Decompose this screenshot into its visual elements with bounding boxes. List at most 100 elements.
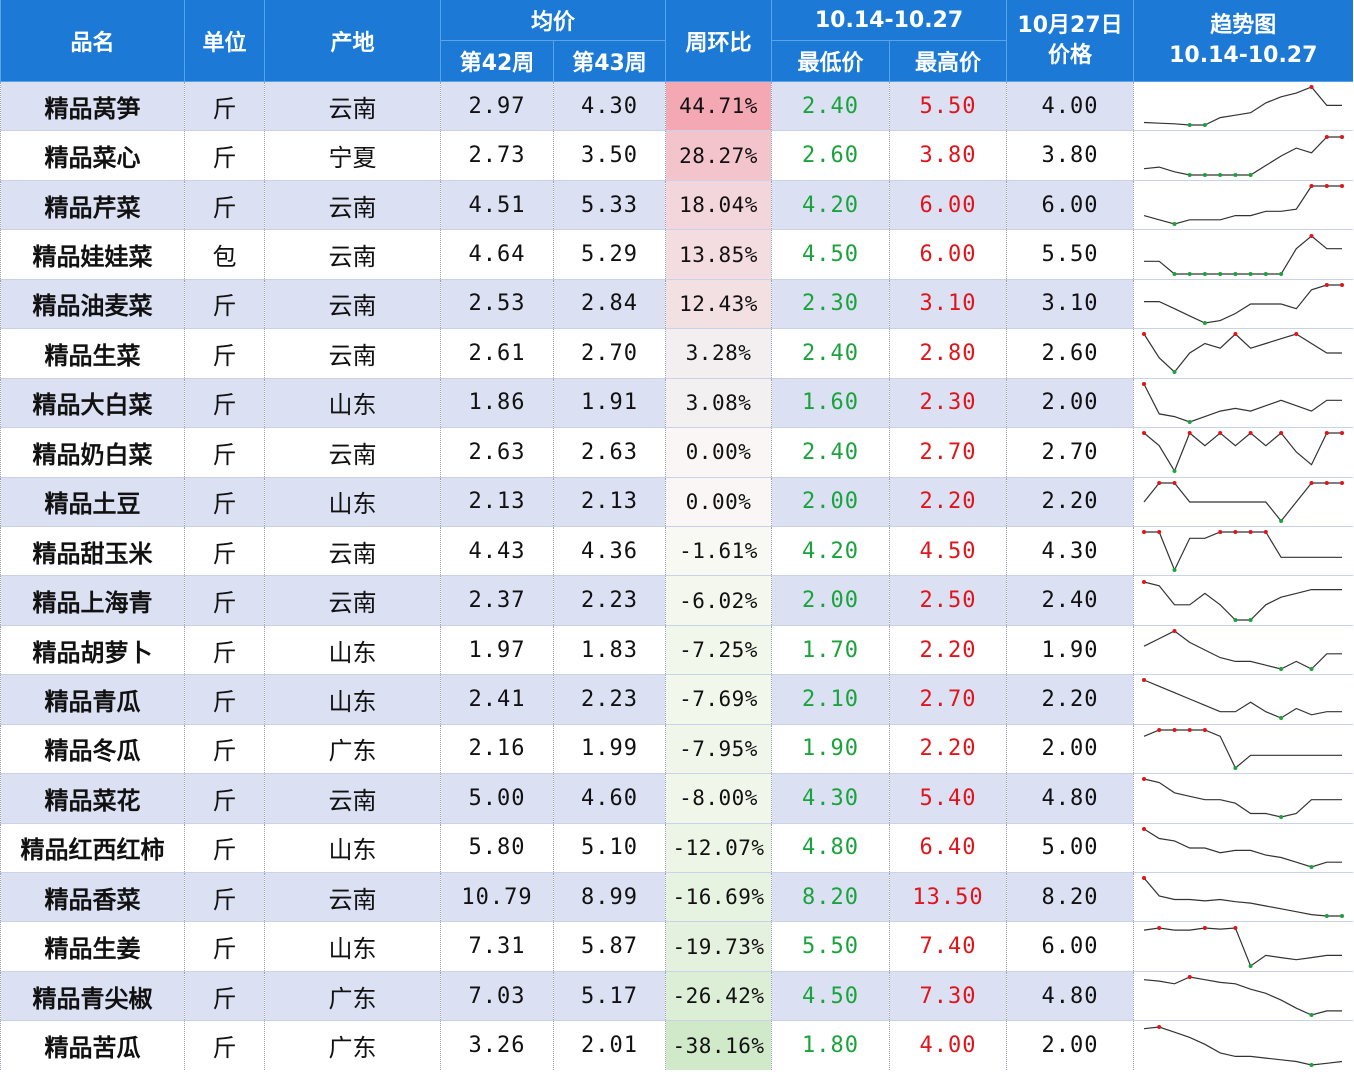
min-price: 2.00 <box>771 575 890 626</box>
max-price: 3.80 <box>889 130 1007 181</box>
sparkline-min-point <box>1279 667 1284 672</box>
trend-sparkline <box>1133 1020 1353 1070</box>
sparkline-chart <box>1142 431 1345 474</box>
sparkline-max-point <box>1187 975 1192 980</box>
week42-price: 4.51 <box>440 179 554 230</box>
sparkline-min-point <box>1218 271 1223 276</box>
table-row: 精品娃娃菜包云南 4.64 5.29 13.85% 4.50 6.00 5.50 <box>0 229 1353 280</box>
header-oct27-line2: 价格 <box>1048 42 1093 68</box>
oct27-price: 2.40 <box>1006 575 1134 626</box>
sparkline-max-point <box>1203 727 1208 732</box>
sparkline-chart <box>1144 184 1345 227</box>
origin-cell: 山东 <box>264 822 441 873</box>
week42-price: 1.86 <box>440 377 554 428</box>
sparkline-max-point <box>1203 925 1208 930</box>
unit-cell: 斤 <box>184 921 265 972</box>
sparkline-max-point <box>1172 727 1177 732</box>
sparkline-max-point <box>1142 826 1147 831</box>
sparkline-line <box>1144 778 1343 818</box>
table-header: 品名 单位 产地 均价 周环比 10.14-10.27 10月27日 价格 趋势… <box>0 0 1353 82</box>
week42-price: 2.16 <box>440 723 554 774</box>
sparkline-min-point <box>1279 815 1284 820</box>
week42-price: 3.26 <box>440 1020 554 1070</box>
sparkline-max-point <box>1325 134 1330 139</box>
trend-sparkline <box>1133 328 1353 379</box>
product-name: 精品菜心 <box>0 130 185 181</box>
max-price: 2.50 <box>889 575 1007 626</box>
max-price: 2.20 <box>889 624 1007 675</box>
sparkline-min-point <box>1172 271 1177 276</box>
min-price: 1.80 <box>771 1020 890 1070</box>
product-name: 精品冬瓜 <box>0 723 185 774</box>
week43-price: 5.10 <box>552 822 666 873</box>
week43-price: 1.99 <box>552 723 666 774</box>
max-price: 5.40 <box>889 773 1007 824</box>
week42-price: 2.37 <box>440 575 554 626</box>
min-price: 2.00 <box>771 476 890 527</box>
header-oct27-price: 10月27日 价格 <box>1006 0 1134 82</box>
week-change: -8.00% <box>665 773 772 824</box>
table-row: 精品大白菜斤山东 1.86 1.91 3.08% 1.60 2.30 2.00 <box>0 377 1353 428</box>
header-avg-price: 均价 <box>439 0 666 41</box>
max-price: 13.50 <box>889 871 1007 922</box>
oct27-price: 5.50 <box>1006 229 1134 280</box>
week43-price: 5.29 <box>552 229 666 280</box>
sparkline-min-point <box>1309 1013 1314 1018</box>
oct27-price: 3.80 <box>1006 130 1134 181</box>
min-price: 5.50 <box>771 921 890 972</box>
header-date-range: 10.14-10.27 <box>771 0 1007 41</box>
unit-cell: 斤 <box>184 476 265 527</box>
sparkline-max-point <box>1142 777 1147 782</box>
oct27-price: 2.00 <box>1006 377 1134 428</box>
sparkline-line <box>1143 877 1343 917</box>
min-price: 4.50 <box>771 229 890 280</box>
week43-price: 2.23 <box>552 575 666 626</box>
week-change: -6.02% <box>665 575 772 626</box>
sparkline-max-point <box>1340 282 1345 287</box>
unit-cell: 斤 <box>184 871 265 922</box>
sparkline-max-point <box>1340 431 1345 436</box>
sparkline-chart <box>1144 975 1343 1018</box>
product-name: 精品红西红柿 <box>0 822 185 873</box>
sparkline-min-point <box>1172 370 1177 375</box>
sparkline-chart <box>1143 480 1345 523</box>
week42-price: 2.97 <box>440 80 554 131</box>
sparkline-chart <box>1142 678 1343 721</box>
unit-cell: 斤 <box>184 130 265 181</box>
oct27-price: 2.00 <box>1006 1020 1134 1070</box>
sparkline-min-point <box>1172 568 1177 573</box>
sparkline-max-point <box>1172 480 1177 485</box>
origin-cell: 山东 <box>264 921 441 972</box>
week42-price: 1.97 <box>440 624 554 675</box>
sparkline-min-point <box>1233 765 1238 770</box>
trend-sparkline <box>1133 674 1353 725</box>
max-price: 2.70 <box>889 427 1007 477</box>
sparkline-min-point <box>1187 271 1192 276</box>
week43-price: 2.01 <box>552 1020 666 1070</box>
unit-cell: 斤 <box>184 575 265 626</box>
sparkline-line <box>1144 976 1343 1016</box>
sparkline-min-point <box>1248 271 1253 276</box>
min-price: 4.50 <box>771 970 890 1021</box>
origin-cell: 云南 <box>264 80 441 131</box>
week43-price: 4.36 <box>552 525 666 576</box>
sparkline-min-point <box>1187 123 1192 128</box>
product-name: 精品苦瓜 <box>0 1020 185 1070</box>
max-price: 2.20 <box>889 476 1007 527</box>
table-row: 精品菜花斤云南 5.00 4.60 -8.00% 4.30 5.40 4.80 <box>0 773 1353 824</box>
week-change: -7.25% <box>665 624 772 675</box>
trend-sparkline <box>1133 278 1353 329</box>
week42-price: 5.80 <box>440 822 554 873</box>
table-row: 精品甜玉米斤云南 4.43 4.36 -1.61% 4.20 4.50 4.30 <box>0 525 1353 576</box>
week43-price: 8.99 <box>552 871 666 922</box>
product-name: 精品香菜 <box>0 871 185 922</box>
header-oct27-line1: 10月27日 <box>1017 12 1123 38</box>
product-name: 精品莴笋 <box>0 80 185 131</box>
max-price: 4.00 <box>889 1020 1007 1070</box>
origin-cell: 广东 <box>264 1020 441 1070</box>
min-price: 2.10 <box>771 674 890 725</box>
week43-price: 5.17 <box>552 970 666 1021</box>
unit-cell: 斤 <box>184 1020 265 1070</box>
min-price: 4.30 <box>771 773 890 824</box>
unit-cell: 斤 <box>184 970 265 1021</box>
